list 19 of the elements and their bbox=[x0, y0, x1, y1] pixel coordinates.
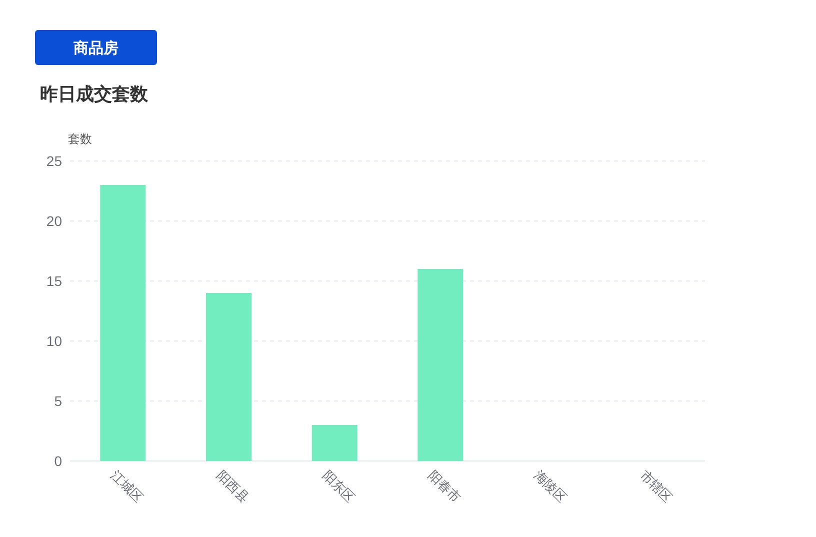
y-tick-label: 25 bbox=[46, 153, 62, 169]
y-tick-label: 0 bbox=[54, 453, 62, 469]
bar bbox=[100, 185, 146, 461]
y-tick-label: 5 bbox=[54, 393, 62, 409]
x-tick-label: 阳东区 bbox=[320, 467, 358, 506]
x-tick-label: 阳春市 bbox=[426, 467, 464, 506]
bar bbox=[418, 269, 464, 461]
x-tick-label: 阳西县 bbox=[214, 467, 252, 506]
bar bbox=[206, 293, 252, 461]
x-tick-label: 海陵区 bbox=[531, 467, 570, 506]
text: 商品房 bbox=[72, 39, 118, 57]
bar bbox=[312, 425, 358, 461]
x-tick-label: 市辖区 bbox=[637, 467, 676, 506]
y-axis-title: 套数 bbox=[68, 132, 92, 146]
y-tick-label: 15 bbox=[46, 273, 62, 289]
y-tick-label: 20 bbox=[46, 213, 62, 229]
x-tick-label: 江城区 bbox=[108, 467, 146, 506]
chart-title: 昨日成交套数 bbox=[40, 84, 149, 104]
y-tick-label: 10 bbox=[46, 333, 62, 349]
